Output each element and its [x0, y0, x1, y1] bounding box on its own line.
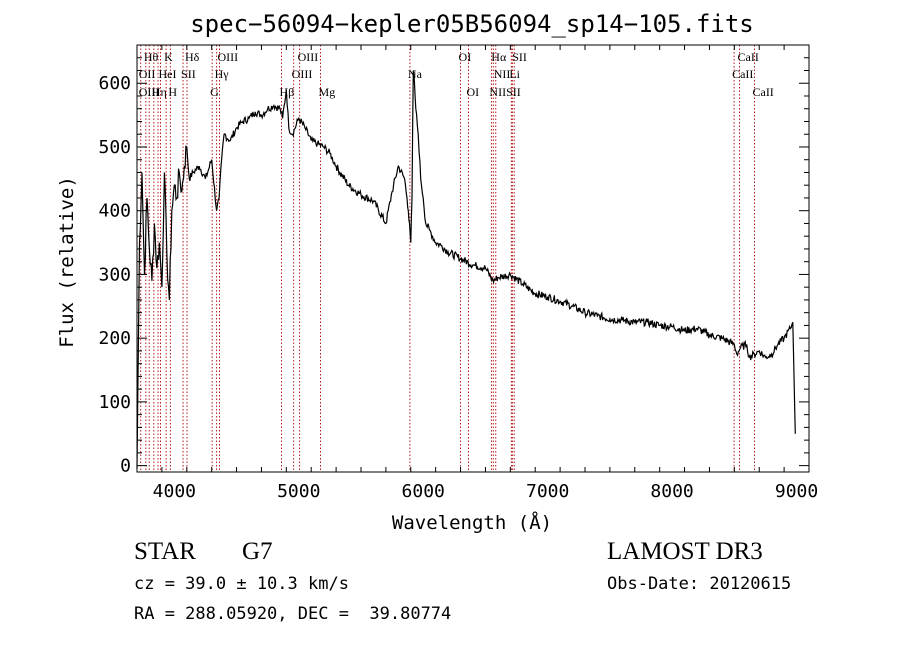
line-label-row0-0: Hθ: [144, 50, 159, 64]
line-label-row1-1: HeI: [159, 67, 177, 81]
x-axis: 4000 5000 6000 7000 8000 9000: [136, 45, 818, 502]
line-label-row2-3: G: [210, 85, 219, 99]
y-tick-label-100: 100: [98, 392, 131, 413]
line-label-row2-5: Mg: [319, 85, 336, 99]
y-tick-label-600: 600: [98, 73, 131, 94]
line-label-row1-5: Na: [408, 67, 423, 81]
line-label-row1-4: OIII: [292, 67, 313, 81]
x-axis-label: Wavelength (Å): [392, 511, 552, 534]
line-label-row1-7: Li: [509, 67, 520, 81]
coordinates: RA = 288.05920, DEC = 39.80774: [134, 604, 452, 624]
spectral-line-markers: [140, 45, 755, 472]
line-label-row0-7: SII: [512, 50, 527, 64]
line-label-row2-2: H: [168, 85, 177, 99]
line-label-row0-4: OIII: [298, 50, 319, 64]
object-class: STAR: [134, 538, 196, 565]
y-tick-label-300: 300: [98, 264, 131, 285]
y-tick-label-200: 200: [98, 328, 131, 349]
spectral-line-labels: Hθ K Hδ OIII OIII OI Hα SII CaII OII HeI SII Hγ OIII N…: [139, 50, 774, 99]
y-axis-label: Flux (relative): [56, 176, 78, 348]
x-tick-label-6000: 6000: [402, 481, 445, 502]
line-label-row0-3: OIII: [218, 50, 239, 64]
chart-title: spec−56094−kepler05B56094_sp14−105.fits: [190, 10, 754, 38]
survey-name: LAMOST DR3: [607, 538, 763, 565]
line-label-row2-6: OI: [467, 85, 480, 99]
object-subclass: G7: [242, 538, 273, 565]
redshift-cz: cz = 39.0 ± 10.3 km/s: [134, 574, 349, 594]
spectrum-line: [136, 70, 796, 469]
line-label-row1-3: Hγ: [215, 67, 230, 81]
line-label-row0-6: Hα: [491, 50, 507, 64]
line-label-row2-1: Hη: [152, 85, 167, 99]
x-tick-label-9000: 9000: [775, 481, 818, 502]
x-tick-label-8000: 8000: [650, 481, 693, 502]
plot-frame: [136, 44, 810, 473]
y-axis: 0 100 200 300 400 500 600: [98, 57, 809, 477]
line-label-row0-8: CaII: [738, 50, 759, 64]
line-label-row0-2: Hδ: [185, 50, 200, 64]
spectrum-chart: spec−56094−kepler05B56094_sp14−105.fits …: [56, 10, 818, 534]
y-tick-label-500: 500: [98, 137, 131, 158]
y-tick-label-0: 0: [120, 456, 131, 477]
x-tick-label-4000: 4000: [153, 481, 196, 502]
observation-date: Obs-Date: 20120615: [607, 574, 792, 594]
line-label-row0-1: K: [164, 50, 173, 64]
line-label-row1-6: NII: [494, 67, 511, 81]
line-label-row1-2: SII: [181, 67, 196, 81]
line-label-row2-0: OIII: [139, 85, 160, 99]
line-label-row2-7: NIISII: [489, 85, 520, 99]
line-label-row0-5: OI: [459, 50, 472, 64]
x-tick-label-5000: 5000: [277, 481, 320, 502]
line-label-row1-0: OII: [139, 67, 156, 81]
x-tick-label-7000: 7000: [526, 481, 569, 502]
line-label-row1-8: CaII: [732, 67, 753, 81]
y-tick-label-400: 400: [98, 201, 131, 222]
line-label-row2-8: CaII: [752, 85, 773, 99]
